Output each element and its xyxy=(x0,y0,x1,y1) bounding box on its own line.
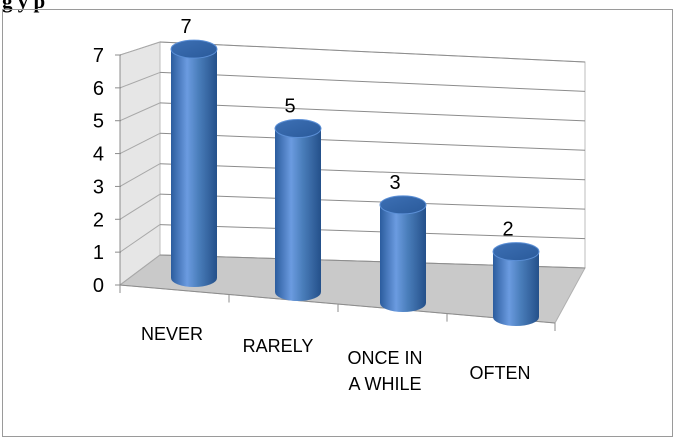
gridline-side xyxy=(119,102,161,122)
bar-top xyxy=(379,195,427,215)
bar-body xyxy=(171,49,217,287)
x-category-label: NEVER xyxy=(141,324,203,344)
y-tick-label: 0 xyxy=(93,275,104,297)
gridline-side xyxy=(119,132,161,155)
bar-never: 7 xyxy=(170,16,218,287)
back-wall xyxy=(159,41,586,269)
gridline-side xyxy=(119,254,161,286)
gridline xyxy=(159,224,586,240)
gridline xyxy=(159,193,586,210)
data-label: 3 xyxy=(389,172,400,194)
y-tick-label: 5 xyxy=(93,111,104,133)
gridline-side xyxy=(119,163,161,187)
gridline xyxy=(159,132,586,151)
bar-once-in-a-while: 3 xyxy=(379,172,427,312)
bars: 7 5 3 2 xyxy=(170,16,540,326)
x-category-label: RARELY xyxy=(243,336,314,356)
bar-body xyxy=(380,204,426,312)
bar-top xyxy=(170,39,218,59)
y-tick-label: 6 xyxy=(93,78,104,100)
chart-frame xyxy=(2,9,673,437)
y-axis: 0 1 2 3 4 5 6 7 xyxy=(93,45,556,331)
gridline-side xyxy=(119,41,161,56)
y-tick-label: 3 xyxy=(93,176,104,198)
bar-top xyxy=(274,119,322,138)
gridline xyxy=(159,102,586,122)
x-category-label: OFTEN xyxy=(470,363,531,383)
x-axis-labels: NEVER RARELY ONCE IN A WHILE OFTEN xyxy=(141,324,531,394)
bar-top xyxy=(492,242,540,262)
y-tick-label: 2 xyxy=(93,209,104,231)
gridline-side xyxy=(119,71,161,89)
data-label: 7 xyxy=(180,16,191,38)
x-axis-line xyxy=(119,284,556,324)
gridline-side xyxy=(119,224,161,253)
bar-body xyxy=(493,251,539,326)
gridline xyxy=(159,41,586,63)
gridline-side xyxy=(119,193,161,220)
gridline xyxy=(159,71,586,92)
x-category-label: ONCE IN A WHILE xyxy=(347,348,422,394)
bar-often: 2 xyxy=(492,219,540,326)
y-tick-label: 4 xyxy=(93,144,104,166)
data-label: 5 xyxy=(284,96,295,118)
bar-rarely: 5 xyxy=(274,96,322,301)
gridline xyxy=(159,163,586,181)
bar-body xyxy=(275,128,321,301)
data-label: 2 xyxy=(502,219,513,241)
gridlines xyxy=(119,41,586,286)
y-tick-label: 1 xyxy=(93,242,104,264)
y-tick-label: 7 xyxy=(93,45,104,67)
